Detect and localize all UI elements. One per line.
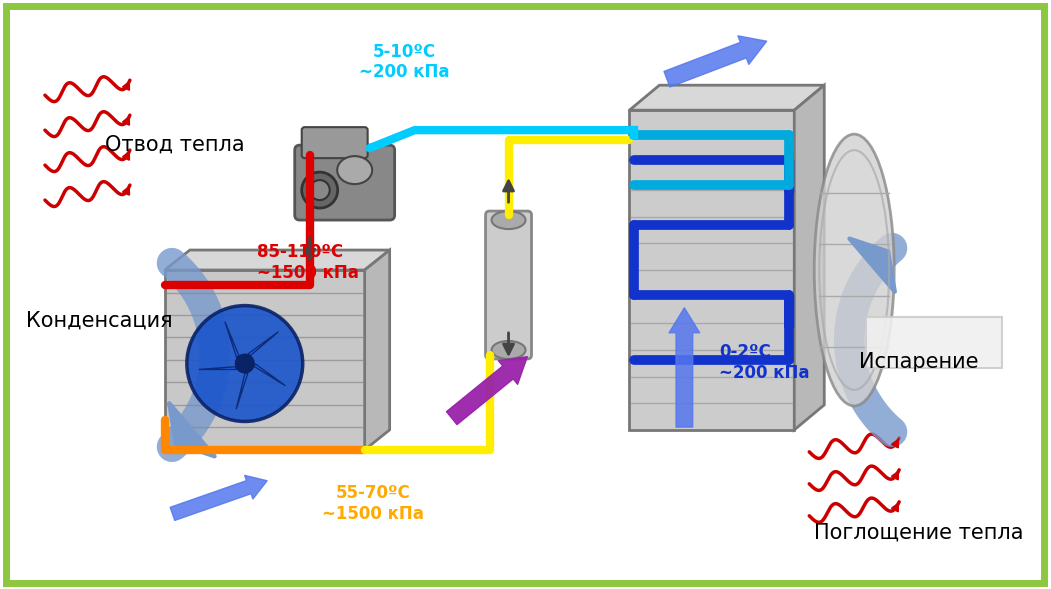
FancyArrowPatch shape: [447, 357, 528, 425]
Ellipse shape: [492, 341, 526, 359]
Text: 0-2ºС
~200 кПа: 0-2ºС ~200 кПа: [719, 343, 809, 382]
Polygon shape: [254, 363, 286, 386]
Ellipse shape: [492, 211, 526, 229]
Polygon shape: [248, 332, 279, 355]
Text: 85-110ºС
~1500 кПа: 85-110ºС ~1500 кПа: [257, 243, 359, 282]
Polygon shape: [365, 250, 390, 450]
FancyArrowPatch shape: [664, 36, 766, 87]
Ellipse shape: [337, 156, 372, 184]
Polygon shape: [630, 85, 824, 110]
Ellipse shape: [815, 134, 894, 406]
Circle shape: [310, 180, 330, 200]
Text: Поглощение тепла: Поглощение тепла: [815, 523, 1024, 543]
FancyArrowPatch shape: [170, 475, 267, 521]
Polygon shape: [236, 373, 248, 409]
Circle shape: [302, 172, 337, 208]
Text: Испарение: Испарение: [859, 352, 978, 372]
Polygon shape: [225, 322, 239, 358]
Text: 55-70ºС
~1500 кПа: 55-70ºС ~1500 кПа: [322, 484, 424, 523]
FancyBboxPatch shape: [165, 270, 365, 450]
Polygon shape: [795, 85, 824, 430]
Polygon shape: [199, 367, 236, 369]
FancyBboxPatch shape: [866, 317, 1002, 368]
FancyBboxPatch shape: [630, 110, 795, 430]
Text: 5-10ºС
~200 кПа: 5-10ºС ~200 кПа: [359, 42, 450, 81]
Text: Отвод тепла: Отвод тепла: [105, 134, 245, 154]
Polygon shape: [165, 250, 390, 270]
FancyBboxPatch shape: [486, 211, 532, 359]
FancyBboxPatch shape: [294, 145, 394, 220]
Circle shape: [187, 306, 303, 422]
FancyBboxPatch shape: [302, 127, 368, 158]
FancyArrowPatch shape: [669, 308, 700, 427]
Circle shape: [234, 353, 254, 373]
Text: Конденсация: Конденсация: [26, 311, 172, 331]
